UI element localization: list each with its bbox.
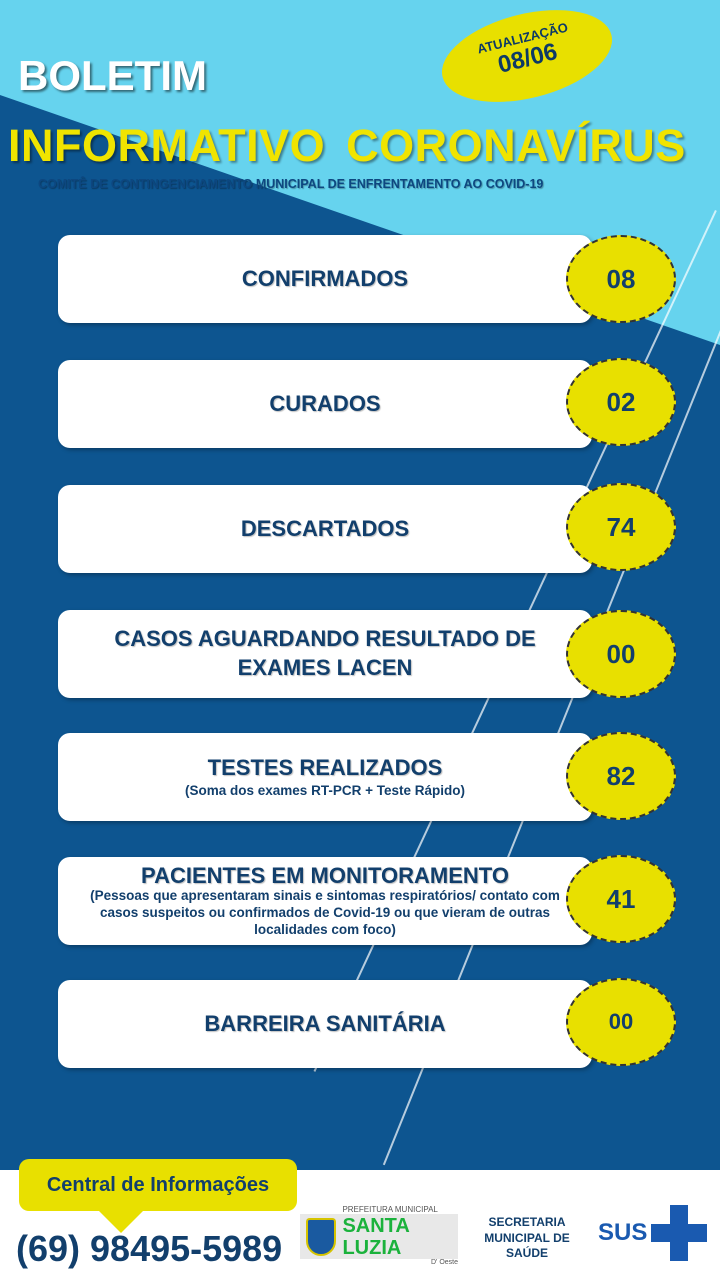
- stat-value: 02: [566, 358, 676, 446]
- logo-top: PREFEITURA MUNICIPAL: [342, 1205, 438, 1215]
- stat-card-curados: CURADOS: [58, 360, 592, 448]
- stat-note: (Soma dos exames RT-PCR + Teste Rápido): [185, 782, 465, 798]
- stat-title: DESCARTADOS: [240, 515, 410, 541]
- stat-card-descartados: DESCARTADOS: [58, 485, 592, 573]
- logo-sub: D' Oeste: [430, 1259, 458, 1267]
- stat-card-confirmados: CONFIRMADOS: [58, 235, 592, 323]
- sus-text: SUS: [598, 1219, 648, 1246]
- prefeitura-logo: PREFEITURA MUNICIPAL SANTA LUZIA D' Oest…: [300, 1205, 458, 1266]
- stat-card-monitoramento: PACIENTES EM MONITORAMENTO (Pessoas que a…: [58, 857, 592, 945]
- stat-value: 74: [566, 483, 676, 571]
- stat-title: PACIENTES EM MONITORAMENTO: [141, 862, 509, 888]
- stat-card-testes: TESTES REALIZADOS (Soma dos exames RT-PCR…: [58, 733, 592, 821]
- stat-value: 08: [566, 235, 676, 323]
- plus-icon: [651, 1205, 708, 1261]
- title-informativo: INFORMATIVO CORONAVÍRUS: [8, 120, 686, 171]
- stat-note: (Pessoas que apresentaram sinais e sinto…: [90, 887, 560, 937]
- title-boletim: BOLETIM: [18, 52, 207, 99]
- secretaria-label: SECRETARIA MUNICIPAL DE SAÚDE: [484, 1215, 570, 1261]
- stat-value: 00: [566, 978, 676, 1066]
- coat-of-arms-icon: [306, 1217, 337, 1256]
- phone-number[interactable]: (69) 98495-5989: [16, 1228, 283, 1269]
- logo-name: SANTA LUZIA: [342, 1215, 410, 1260]
- stat-value: 41: [566, 855, 676, 943]
- stat-title: CASOS AGUARDANDO RESULTADO DE EXAMES LAC…: [114, 626, 536, 680]
- stat-value: 00: [566, 610, 676, 698]
- stat-title: CURADOS: [269, 390, 381, 416]
- stat-title: CONFIRMADOS: [241, 265, 409, 291]
- info-center-bubble: Central de Informações: [19, 1159, 297, 1233]
- stat-title: BARREIRA SANITÁRIA: [204, 1010, 446, 1036]
- stat-value: 82: [566, 732, 676, 820]
- subtitle: COMITÊ DE CONTINGENCIAMENTO MUNICIPAL DE…: [38, 177, 544, 191]
- sus-logo: SUS: [598, 1205, 708, 1261]
- stat-title: TESTES REALIZADOS: [207, 755, 443, 781]
- stat-card-aguardando: CASOS AGUARDANDO RESULTADO DE EXAMES LAC…: [58, 610, 592, 698]
- stat-card-barreira: BARREIRA SANITÁRIA: [58, 980, 592, 1068]
